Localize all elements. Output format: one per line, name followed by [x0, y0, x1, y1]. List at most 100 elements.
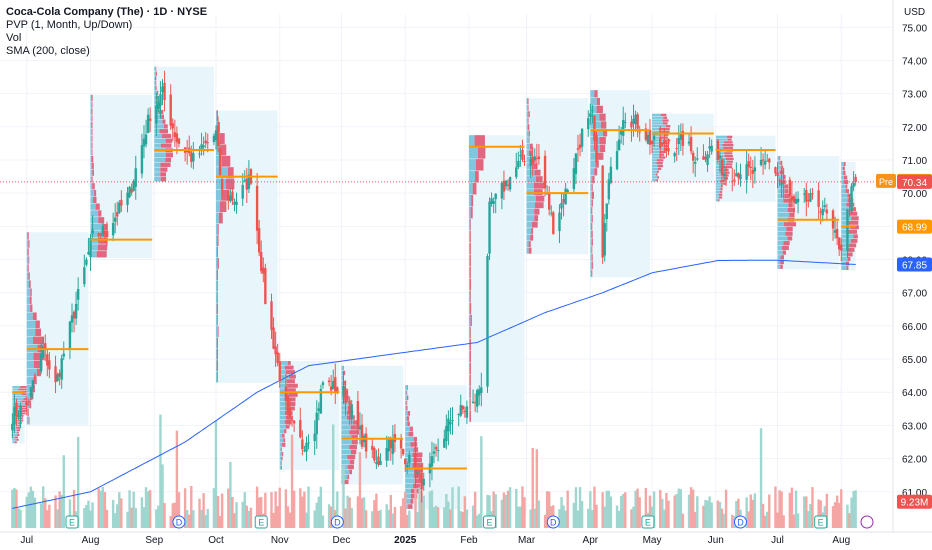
profile-row-up [526, 208, 535, 215]
volume-bar [776, 512, 779, 528]
candle-body [558, 212, 561, 232]
volume-bar [126, 511, 129, 528]
volume-bar [794, 490, 798, 528]
profile-row-up [526, 163, 534, 170]
candle-body [200, 144, 203, 152]
x-tick-label: Aug [832, 535, 850, 546]
candle-body [332, 380, 335, 390]
profile-row-down [470, 218, 471, 231]
candle-body [704, 157, 707, 160]
candle-body [344, 388, 347, 403]
candle-body [523, 161, 526, 163]
volume-bar [399, 506, 403, 528]
volume-bar [677, 488, 680, 528]
candle-body [163, 82, 166, 101]
profile-row-down [602, 129, 608, 137]
profile-row-down [528, 130, 530, 137]
volume-indicator-label[interactable]: Vol [6, 32, 22, 44]
candle-body [68, 321, 72, 349]
volume-bar [202, 493, 205, 528]
profile-row-down [163, 124, 168, 129]
dividend-marker [546, 515, 560, 529]
sma-indicator-label[interactable]: SMA (200, close) [6, 45, 90, 57]
profile-row-up [279, 442, 282, 447]
profile-row-down [30, 288, 32, 296]
profile-row-up [341, 425, 351, 430]
candle-body [457, 414, 460, 416]
profile-row-down [281, 451, 284, 456]
profile-row-down [91, 149, 93, 156]
profile-row-down [470, 398, 471, 410]
profile-row-up [279, 429, 285, 434]
volume-bar [492, 491, 495, 528]
candle-body [696, 158, 699, 160]
volume-bar [445, 494, 448, 528]
profile-row-down [657, 164, 664, 168]
volume-bar [103, 492, 107, 528]
candle-body [391, 438, 395, 454]
profile-row-down [217, 292, 218, 303]
profile-row-down [723, 182, 727, 185]
candle-body [508, 177, 512, 190]
volume-bar [486, 494, 489, 528]
profile-row-up [405, 499, 411, 504]
volume-bar [716, 500, 720, 528]
time-axis[interactable]: Jul Aug Sep Oct Nov Dec 2025 Feb Mar Apr May Jun Jul… [0, 531, 932, 546]
volume-bar [134, 507, 137, 528]
profile-row-up [215, 280, 218, 292]
profile-row-down [591, 269, 593, 277]
candle-body [580, 128, 584, 147]
profile-row-up [215, 337, 217, 349]
candle-body [399, 438, 403, 449]
profile-row-up [405, 447, 414, 452]
profile-row-up [841, 202, 847, 207]
volume-bar [315, 502, 318, 528]
profile-row-down [91, 128, 93, 136]
profile-row-up [90, 155, 92, 163]
profile-row-up [279, 383, 287, 388]
profile-row-down [600, 144, 606, 153]
profile-row-down [347, 464, 354, 470]
profile-row-up [715, 174, 724, 177]
profile-row-down [849, 211, 858, 216]
candle-body [286, 395, 290, 413]
volume-bar [192, 510, 195, 528]
pvp-indicator-label[interactable]: PVP (1, Month, Up/Down) [6, 19, 133, 31]
profile-row-down [21, 393, 29, 396]
profile-row-down [21, 400, 29, 403]
candle-body [126, 192, 129, 205]
profile-row-up [341, 410, 347, 415]
candle-body [27, 400, 30, 402]
profile-row-down [32, 336, 44, 345]
candle-body [739, 174, 742, 180]
profile-row-up [841, 243, 849, 248]
profile-row-up [26, 280, 29, 288]
profile-row-up [590, 246, 592, 254]
volume-bar [572, 502, 576, 528]
profile-row-up [26, 392, 30, 401]
candle-body [566, 189, 569, 194]
profile-row-down [531, 221, 538, 228]
profile-row-up [12, 393, 22, 396]
candle-body [142, 138, 146, 147]
profile-row-down [662, 122, 668, 125]
candle-body [276, 352, 279, 363]
candle-body [677, 137, 680, 145]
volume-bar [630, 509, 633, 528]
candle-body [401, 448, 405, 455]
volume-bar [408, 510, 411, 528]
profile-row-down [534, 215, 539, 222]
y-tick-label: 72.00 [902, 123, 927, 134]
profile-row-down [470, 290, 471, 303]
profile-row-down [286, 397, 296, 402]
volume-bar [175, 430, 179, 528]
profile-row-up [590, 222, 592, 231]
profile-row-down [655, 173, 658, 176]
profile-row-up [777, 160, 781, 165]
candle-body [346, 400, 349, 402]
symbol-title[interactable]: Coca-Cola Company (The) · 1D · NYSE [6, 6, 208, 18]
candle-body [113, 217, 117, 222]
profile-row-down [343, 380, 347, 386]
candle-body [796, 198, 800, 203]
